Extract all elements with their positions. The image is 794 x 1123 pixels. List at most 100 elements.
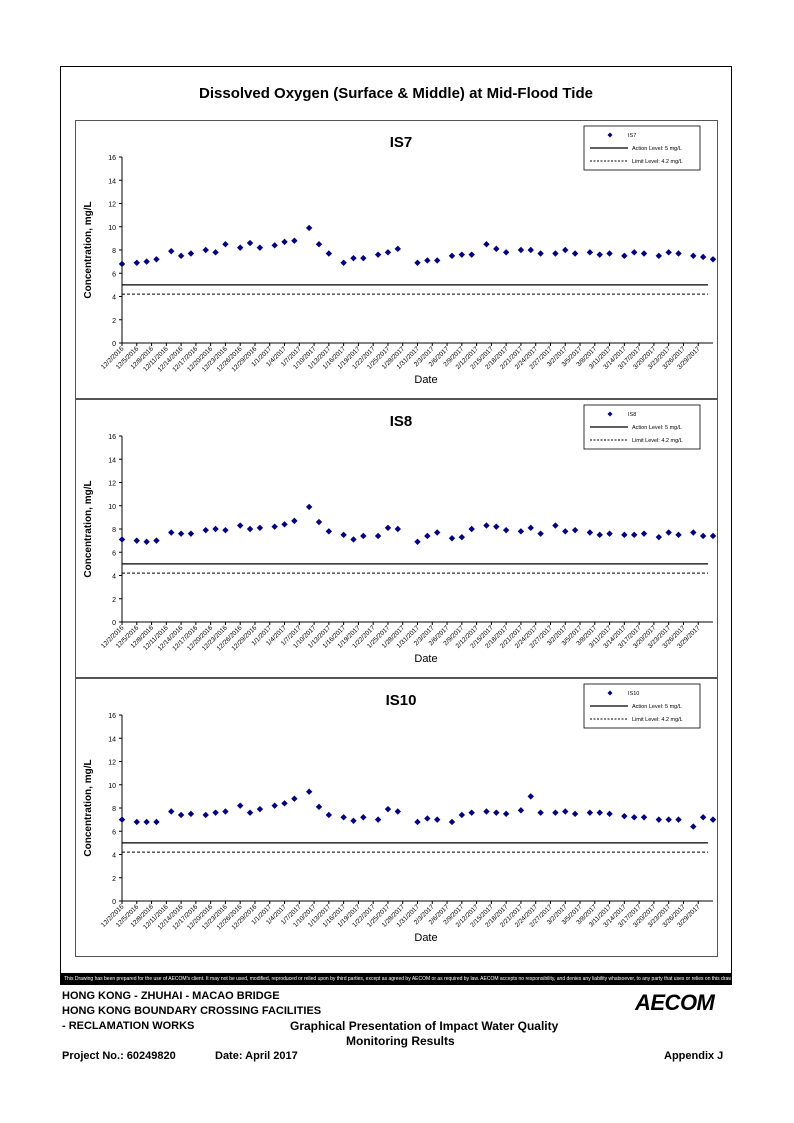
data-point — [552, 809, 559, 816]
y-tick-label: 0 — [112, 620, 116, 627]
legend-label-limit: Limit Level: 4.2 mg/L — [632, 717, 683, 723]
data-point — [640, 530, 648, 537]
data-point — [675, 531, 682, 539]
data-point — [537, 530, 544, 537]
legend-label-station: IS10 — [628, 691, 639, 697]
data-point — [414, 259, 421, 266]
appendix-label: Appendix J — [664, 1050, 724, 1062]
y-tick-label: 6 — [112, 271, 116, 278]
y-tick-label: 14 — [108, 736, 116, 743]
data-point — [596, 531, 603, 539]
data-point — [246, 239, 254, 247]
data-point — [517, 528, 525, 535]
data-point — [665, 249, 672, 256]
data-point — [631, 814, 638, 821]
data-point — [690, 823, 697, 830]
data-point — [222, 240, 229, 248]
data-point — [571, 810, 579, 818]
data-point — [631, 249, 638, 256]
data-point — [709, 256, 717, 263]
data-point — [483, 240, 490, 248]
y-tick-label: 16 — [108, 155, 116, 162]
y-tick-label: 8 — [112, 527, 116, 534]
y-tick-label: 6 — [112, 829, 116, 836]
data-point — [493, 523, 500, 530]
data-point — [517, 807, 525, 814]
data-point — [325, 528, 333, 535]
data-point — [237, 522, 244, 529]
data-point — [133, 818, 140, 826]
data-point — [256, 244, 264, 251]
data-point — [458, 533, 466, 541]
legend-marker — [607, 411, 613, 417]
data-point — [655, 533, 663, 541]
data-point — [118, 536, 126, 543]
data-point — [281, 521, 288, 528]
data-point — [665, 816, 672, 823]
data-point — [340, 814, 347, 821]
data-point — [483, 808, 490, 815]
y-tick-label: 14 — [108, 457, 116, 464]
data-point — [675, 816, 682, 823]
data-point — [271, 523, 278, 530]
data-point — [325, 250, 333, 257]
chart-title: IS7 — [390, 134, 413, 151]
data-point — [448, 535, 456, 542]
drawing-title-line2: Monitoring Results — [346, 1034, 455, 1048]
data-point — [143, 818, 150, 826]
data-point — [640, 250, 648, 257]
data-point — [360, 814, 367, 821]
data-point — [640, 814, 648, 821]
legend-label-action: Action Level: 5 mg/L — [632, 146, 682, 152]
data-point — [281, 238, 288, 246]
project-number: Project No.: 60249820 — [62, 1050, 176, 1062]
y-tick-label: 16 — [108, 434, 116, 441]
legend-label-limit: Limit Level: 4.2 mg/L — [632, 159, 683, 165]
aecom-logo: AECOM — [635, 990, 715, 1015]
page-title: Dissolved Oxygen (Surface & Middle) at M… — [199, 85, 593, 102]
data-point — [606, 250, 613, 257]
data-point — [709, 816, 717, 823]
chart-is10: IS10024681012141612/2/201612/5/201612/8/… — [83, 683, 717, 944]
data-point — [709, 532, 717, 540]
data-point — [133, 537, 140, 544]
drawing-title-line1: Graphical Presentation of Impact Water Q… — [290, 1019, 559, 1033]
data-point — [187, 250, 195, 257]
legend-marker — [607, 132, 613, 138]
data-point — [562, 528, 569, 535]
data-point — [374, 532, 382, 540]
y-tick-label: 6 — [112, 550, 116, 557]
y-tick-label: 10 — [108, 783, 116, 790]
data-point — [384, 524, 392, 532]
y-axis-label: Concentration, mg/L — [83, 201, 94, 298]
data-point — [177, 252, 185, 260]
data-point — [552, 250, 559, 257]
data-point — [374, 816, 382, 823]
data-point — [350, 254, 357, 262]
data-point — [699, 253, 707, 261]
data-point — [202, 811, 209, 819]
data-point — [394, 808, 401, 815]
legend-label-limit: Limit Level: 4.2 mg/L — [632, 438, 683, 444]
data-point — [424, 815, 431, 822]
data-point — [212, 809, 219, 816]
data-point — [527, 524, 534, 532]
project-name-line1: HONG KONG - ZHUHAI - MACAO BRIDGE — [62, 990, 280, 1002]
data-point — [291, 517, 298, 525]
data-point — [177, 811, 185, 819]
data-point — [212, 249, 219, 256]
data-point — [118, 816, 126, 823]
y-tick-label: 2 — [112, 876, 116, 883]
y-axis-label: Concentration, mg/L — [83, 759, 94, 856]
data-point — [168, 808, 175, 815]
data-point — [424, 257, 431, 264]
y-tick-label: 16 — [108, 713, 116, 720]
data-point — [414, 538, 421, 545]
data-point — [631, 531, 638, 539]
data-point — [527, 793, 534, 800]
data-point — [571, 250, 579, 257]
data-point — [187, 810, 195, 818]
legend-marker — [607, 690, 613, 696]
data-point — [360, 254, 367, 262]
legend-label-station: IS7 — [628, 133, 636, 139]
